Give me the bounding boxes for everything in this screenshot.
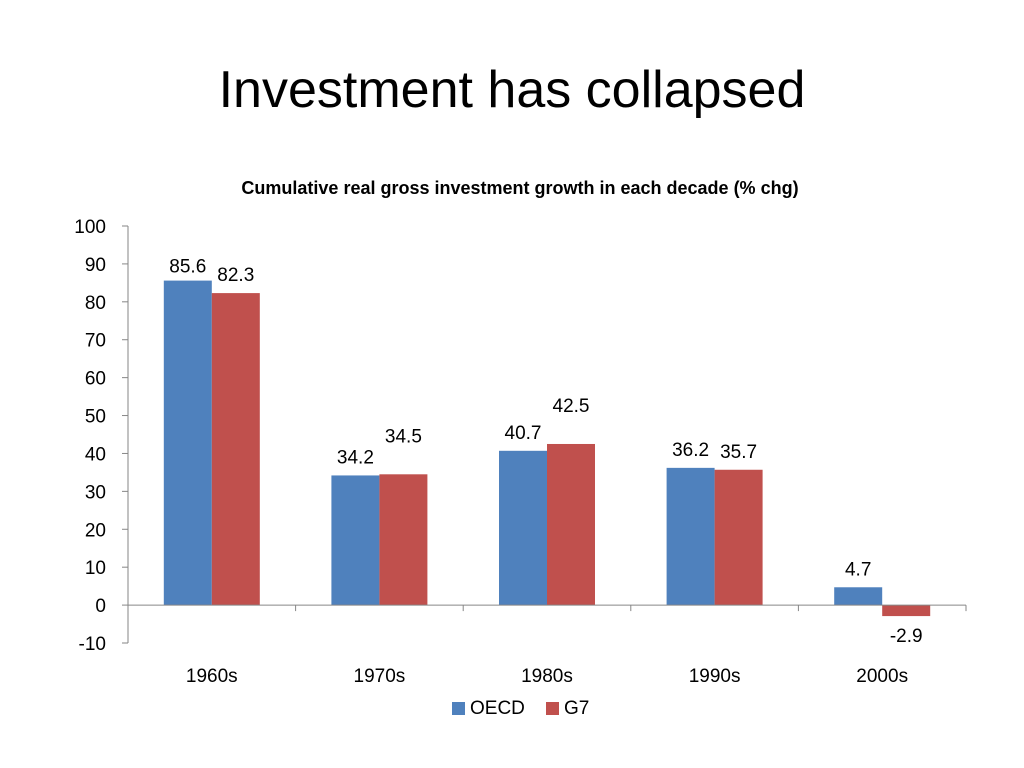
y-tick-label: 30 [85, 482, 106, 503]
y-tick-label: 70 [85, 331, 106, 352]
slide-title: Investment has collapsed [218, 61, 806, 119]
data-label-g7: -2.9 [890, 626, 923, 647]
data-label-oecd: 40.7 [505, 423, 542, 444]
data-label-g7: 82.3 [217, 265, 254, 286]
x-category-label: 1990s [689, 666, 741, 687]
x-category-label: 1980s [521, 666, 573, 687]
legend-label-g7: G7 [564, 698, 589, 719]
data-label-oecd: 36.2 [672, 440, 709, 461]
data-label-g7: 35.7 [720, 442, 757, 463]
data-label-g7: 42.5 [553, 396, 590, 417]
data-label-oecd: 85.6 [169, 257, 206, 278]
data-label-oecd: 34.2 [337, 447, 374, 468]
legend-label-oecd: OECD [470, 698, 525, 719]
y-tick-label: 40 [85, 444, 106, 465]
y-tick-label: 80 [85, 293, 106, 314]
bar-oecd [666, 467, 715, 606]
y-tick-label: 0 [95, 596, 106, 617]
legend-swatch-g7 [546, 702, 559, 715]
data-label-oecd: 4.7 [845, 559, 871, 580]
x-category-label: 1960s [186, 666, 238, 687]
bar-g7 [211, 293, 260, 606]
y-tick-label: 20 [85, 520, 106, 541]
bar-oecd [834, 587, 883, 606]
legend-swatch-oecd [452, 702, 465, 715]
bar-g7 [547, 443, 595, 606]
y-tick-label: -10 [79, 634, 106, 655]
y-tick-label: 50 [85, 407, 106, 428]
data-label-g7: 34.5 [385, 426, 422, 447]
y-tick-label: 10 [85, 558, 106, 579]
y-axis: -10 0 10 20 30 40 50 60 70 80 90 100 [74, 217, 129, 655]
bar-oecd [331, 475, 380, 606]
bars [163, 280, 931, 617]
chart-title: Cumulative real gross investment growth … [241, 178, 799, 198]
x-axis: 1960s 1970s 1980s 1990s 2000s [127, 604, 967, 687]
y-tick-label: 90 [85, 255, 106, 276]
bar-g7 [714, 469, 763, 606]
bar-oecd [499, 450, 547, 606]
y-tick-label: 100 [74, 217, 106, 238]
bar-oecd [163, 280, 212, 606]
legend: OECD G7 [452, 698, 589, 719]
x-category-label: 2000s [856, 666, 908, 687]
bar-g7 [379, 474, 428, 606]
y-tick-label: 60 [85, 369, 106, 390]
x-category-label: 1970s [354, 666, 406, 687]
bar-g7 [882, 605, 931, 617]
data-labels: 85.6 34.2 40.7 36.2 4.7 82.3 34.5 42.5 35.7 -2.9 [169, 257, 922, 647]
